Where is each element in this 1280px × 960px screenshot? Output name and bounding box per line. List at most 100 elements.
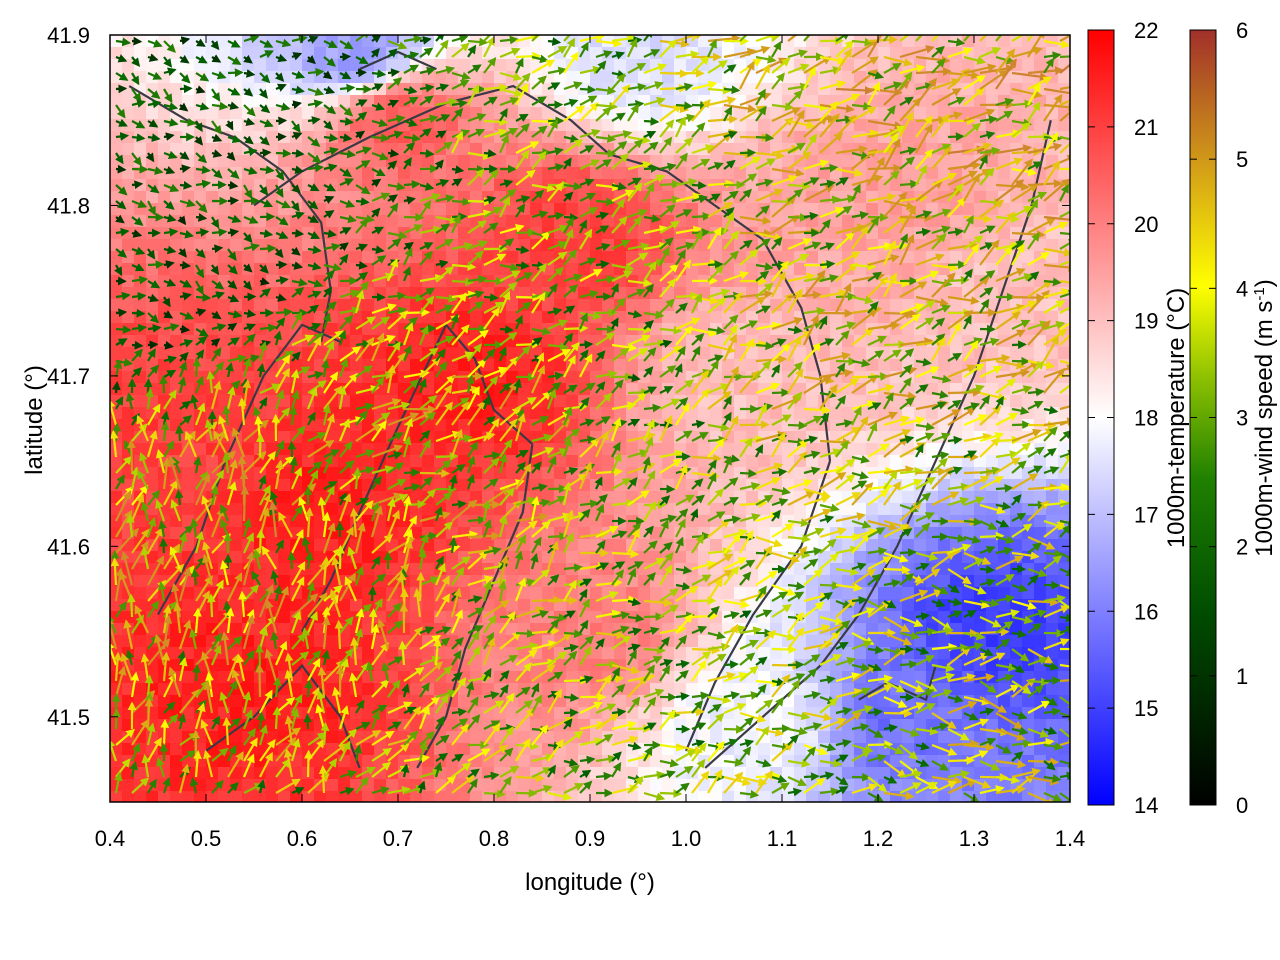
temperature-cell <box>530 587 543 600</box>
temperature-cell <box>122 239 135 252</box>
temperature-cell <box>350 707 363 720</box>
temperature-cell <box>902 131 915 144</box>
temperature-cell <box>710 71 723 84</box>
temperature-cell <box>578 491 591 504</box>
temperature-cell <box>782 239 795 252</box>
temperature-cell <box>650 299 663 312</box>
temperature-cell <box>458 155 471 168</box>
temperature-cell <box>386 59 399 72</box>
temperature-cell <box>182 479 195 492</box>
temperature-cell <box>602 635 615 648</box>
temperature-cell <box>686 515 699 528</box>
temperature-cell <box>134 791 147 802</box>
temperature-cell <box>206 515 219 528</box>
temperature-cell <box>842 155 855 168</box>
temperature-cell <box>482 107 495 120</box>
temperature-cell <box>338 155 351 168</box>
temperature-cell <box>422 599 435 612</box>
temperature-cell <box>158 347 171 360</box>
temperature-cell <box>602 299 615 312</box>
temperature-cell <box>410 491 423 504</box>
temperature-cell <box>434 119 447 132</box>
temperature-cell <box>566 263 579 276</box>
temperature-cell <box>302 419 315 432</box>
temperature-cell <box>410 443 423 456</box>
temperature-cell <box>146 299 159 312</box>
temperature-cell <box>614 467 627 480</box>
temperature-cell <box>206 527 219 540</box>
temperature-cell <box>134 563 147 576</box>
temperature-cell <box>626 467 639 480</box>
temperature-cell <box>518 215 531 228</box>
temperature-cell <box>386 167 399 180</box>
temperature-cell <box>566 743 579 756</box>
temperature-cell <box>542 467 555 480</box>
temperature-cell <box>482 131 495 144</box>
temperature-cell <box>578 431 591 444</box>
temperature-cell <box>926 59 939 72</box>
temperature-cell <box>446 251 459 264</box>
temperature-cell <box>374 359 387 372</box>
temperature-cell <box>110 791 123 802</box>
temperature-cell <box>122 215 135 228</box>
temperature-cell <box>554 203 567 216</box>
temperature-cell <box>470 671 483 684</box>
temperature-cell <box>350 443 363 456</box>
temperature-cell <box>458 59 471 72</box>
temperature-cell <box>686 683 699 696</box>
temperature-cell <box>914 179 927 192</box>
temperature-cell <box>854 443 867 456</box>
temperature-cell <box>242 35 255 48</box>
temperature-cell <box>770 215 783 228</box>
temperature-cell <box>146 467 159 480</box>
temperature-cell <box>962 683 975 696</box>
temperature-cell <box>326 719 339 732</box>
temperature-cell <box>110 371 123 384</box>
temperature-cell <box>230 239 243 252</box>
temperature-cell <box>926 155 939 168</box>
temperature-cell <box>266 635 279 648</box>
temperature-cell <box>626 503 639 516</box>
temperature-cell <box>854 347 867 360</box>
temperature-cell <box>758 455 771 468</box>
temperature-cell <box>398 203 411 216</box>
temperature-cell <box>182 503 195 516</box>
temperature-cell <box>650 143 663 156</box>
temperature-cell <box>674 731 687 744</box>
temperature-cell <box>482 527 495 540</box>
temperature-cell <box>818 251 831 264</box>
temperature-cell <box>338 371 351 384</box>
temperature-cell <box>146 107 159 120</box>
temperature-cell <box>1034 635 1047 648</box>
temperature-cell <box>674 311 687 324</box>
temperature-cell <box>182 455 195 468</box>
temperature-cell <box>182 491 195 504</box>
temperature-cell <box>794 347 807 360</box>
temperature-cell <box>362 47 375 60</box>
temperature-cell <box>146 791 159 802</box>
temperature-cell <box>206 155 219 168</box>
temperature-cell <box>782 539 795 552</box>
temperature-cell <box>446 227 459 240</box>
temperature-cell <box>458 251 471 264</box>
temperature-cell <box>1010 347 1023 360</box>
temperature-cell <box>734 587 747 600</box>
temperature-cell <box>314 299 327 312</box>
temperature-cell <box>458 47 471 60</box>
temperature-cell <box>806 539 819 552</box>
temperature-cell <box>302 251 315 264</box>
temperature-cell <box>542 299 555 312</box>
temperature-cell <box>158 155 171 168</box>
temperature-cell <box>434 155 447 168</box>
temperature-cell <box>710 167 723 180</box>
temperature-cell <box>230 623 243 636</box>
temperature-cell <box>806 107 819 120</box>
temperature-cell <box>650 635 663 648</box>
temperature-cell <box>158 563 171 576</box>
temperature-cell <box>278 575 291 588</box>
temperature-cell <box>1010 635 1023 648</box>
temperature-cell <box>818 83 831 96</box>
temperature-cell <box>842 299 855 312</box>
temperature-cell <box>626 71 639 84</box>
temperature-cell <box>626 587 639 600</box>
